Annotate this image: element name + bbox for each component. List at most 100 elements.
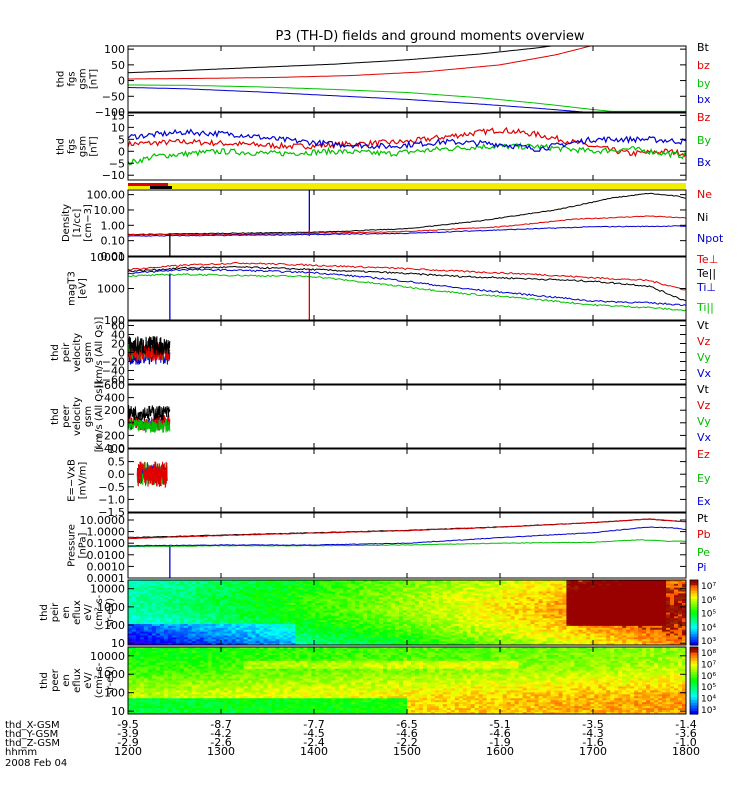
legend-entry: Ey bbox=[697, 472, 711, 485]
spectrogram-cell bbox=[195, 622, 201, 625]
spectrogram-cell bbox=[327, 643, 332, 645]
spectrogram-cell bbox=[646, 622, 651, 625]
spectrogram-cell bbox=[267, 620, 273, 623]
spectrogram-cell bbox=[418, 631, 424, 635]
spectrogram-cell bbox=[474, 616, 480, 619]
spectrogram-cell bbox=[275, 623, 281, 627]
spectrogram-cell bbox=[630, 635, 635, 638]
spectrogram-cell bbox=[311, 599, 316, 602]
spectrogram-cell bbox=[371, 635, 376, 638]
spectrogram-cell bbox=[139, 606, 145, 610]
spectrogram-cell bbox=[442, 629, 448, 633]
spectrogram-cell bbox=[442, 587, 448, 591]
spectrogram-cell bbox=[478, 620, 484, 623]
spectrogram-cell bbox=[514, 641, 520, 644]
spectrogram-cell bbox=[207, 622, 213, 625]
spectrogram-cell bbox=[347, 589, 352, 593]
spectrogram-cell bbox=[614, 643, 619, 645]
spectrogram-cell bbox=[634, 631, 639, 635]
spectrogram-cell bbox=[347, 616, 352, 619]
spectrogram-cell bbox=[446, 641, 452, 644]
spectrogram-cell bbox=[371, 591, 376, 594]
spectrogram-cell bbox=[295, 581, 300, 585]
spectrogram-cell bbox=[658, 616, 663, 619]
spectrogram-cell bbox=[231, 643, 237, 645]
spectrogram-cell bbox=[319, 618, 324, 621]
spectrogram-cell bbox=[367, 643, 372, 645]
spectrogram-cell bbox=[255, 631, 261, 635]
spectrogram-cell bbox=[399, 583, 404, 587]
spectrogram-cell bbox=[143, 633, 149, 637]
spectrogram-cell bbox=[562, 601, 568, 604]
spectrogram-cell bbox=[175, 589, 181, 593]
spectrogram-cell bbox=[610, 597, 615, 600]
spectrogram-cell bbox=[291, 625, 296, 629]
spectrogram-cell bbox=[546, 623, 552, 627]
spectrogram-cell bbox=[267, 614, 273, 617]
spectrogram-cell bbox=[143, 599, 149, 602]
spectrogram-cell bbox=[319, 610, 324, 614]
spectrogram-cell bbox=[231, 623, 237, 627]
spectrogram-cell bbox=[379, 589, 384, 593]
spectrogram-cell bbox=[430, 589, 436, 593]
spectrogram-cell bbox=[387, 635, 392, 638]
spectrogram-cell bbox=[558, 614, 564, 617]
spectrogram-cell bbox=[159, 606, 165, 610]
spectrogram-cell bbox=[359, 606, 364, 610]
spectrogram-cell bbox=[375, 612, 380, 616]
spectrogram-cell bbox=[598, 601, 603, 604]
spectrogram-cell bbox=[307, 627, 312, 631]
spectrogram-cell bbox=[566, 593, 572, 596]
spectrogram-cell bbox=[131, 591, 137, 594]
spectrogram-cell bbox=[315, 585, 320, 589]
spectrogram-cell bbox=[215, 618, 221, 621]
spectrogram-cell bbox=[554, 608, 560, 612]
spectrogram-cell bbox=[367, 595, 372, 598]
spectrogram-cell bbox=[211, 637, 217, 640]
spectrogram-cell bbox=[474, 622, 480, 625]
spectrogram-cell bbox=[275, 622, 281, 625]
spectrogram-cell bbox=[598, 585, 603, 589]
spectrogram-cell bbox=[143, 612, 149, 616]
spectrogram-cell bbox=[235, 601, 241, 604]
y-tick-label: −100 bbox=[95, 106, 125, 119]
spectrogram-cell bbox=[191, 623, 197, 627]
spectrogram-cell bbox=[634, 587, 639, 591]
spectrogram-cell bbox=[418, 635, 424, 638]
spectrogram-cell bbox=[550, 641, 556, 644]
spectrogram-cell bbox=[418, 604, 424, 608]
spectrogram-cell bbox=[255, 599, 261, 602]
spectrogram-cell bbox=[131, 641, 137, 644]
spectrogram-cell bbox=[147, 581, 153, 585]
spectrogram-cell bbox=[299, 612, 304, 616]
spectrogram-cell bbox=[375, 589, 380, 593]
spectrogram-cell bbox=[542, 593, 548, 596]
spectrogram-cell bbox=[231, 580, 237, 583]
spectrogram-cell bbox=[319, 637, 324, 640]
spectrogram-cell bbox=[642, 593, 647, 596]
spectrogram-cell bbox=[614, 622, 619, 625]
spectrogram-cell bbox=[367, 629, 372, 633]
spectrogram-cell bbox=[391, 608, 396, 612]
spectrogram-cell bbox=[586, 643, 591, 645]
spectrogram-cell bbox=[383, 610, 388, 614]
spectrogram-cell bbox=[171, 633, 177, 637]
spectrogram-cell bbox=[287, 637, 293, 640]
spectrogram-cell bbox=[143, 583, 149, 587]
spectrogram-cell bbox=[426, 629, 432, 633]
spectrogram-cell bbox=[259, 599, 265, 602]
spectrogram-cell bbox=[267, 589, 273, 593]
spectrogram-cell bbox=[446, 622, 452, 625]
spectrogram-cell bbox=[255, 601, 261, 604]
spectrogram-cell bbox=[271, 585, 277, 589]
spectrogram-cell bbox=[422, 614, 428, 617]
spectrogram-cell bbox=[291, 610, 296, 614]
spectrogram-cell bbox=[502, 608, 508, 612]
spectrogram-cell bbox=[355, 591, 360, 594]
spectrogram-cell bbox=[303, 581, 308, 585]
spectrogram-cell bbox=[359, 608, 364, 612]
spectrogram-cell bbox=[518, 602, 524, 606]
spectrogram-cell bbox=[546, 597, 552, 600]
spectrogram-cell bbox=[586, 622, 591, 625]
spectrogram-cell bbox=[534, 608, 540, 612]
